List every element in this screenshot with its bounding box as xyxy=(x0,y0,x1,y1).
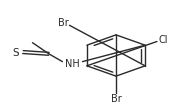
Text: Cl: Cl xyxy=(158,35,168,45)
Text: NH: NH xyxy=(65,58,80,68)
Text: Br: Br xyxy=(58,18,69,28)
Text: Br: Br xyxy=(111,93,121,103)
Text: S: S xyxy=(13,47,19,57)
